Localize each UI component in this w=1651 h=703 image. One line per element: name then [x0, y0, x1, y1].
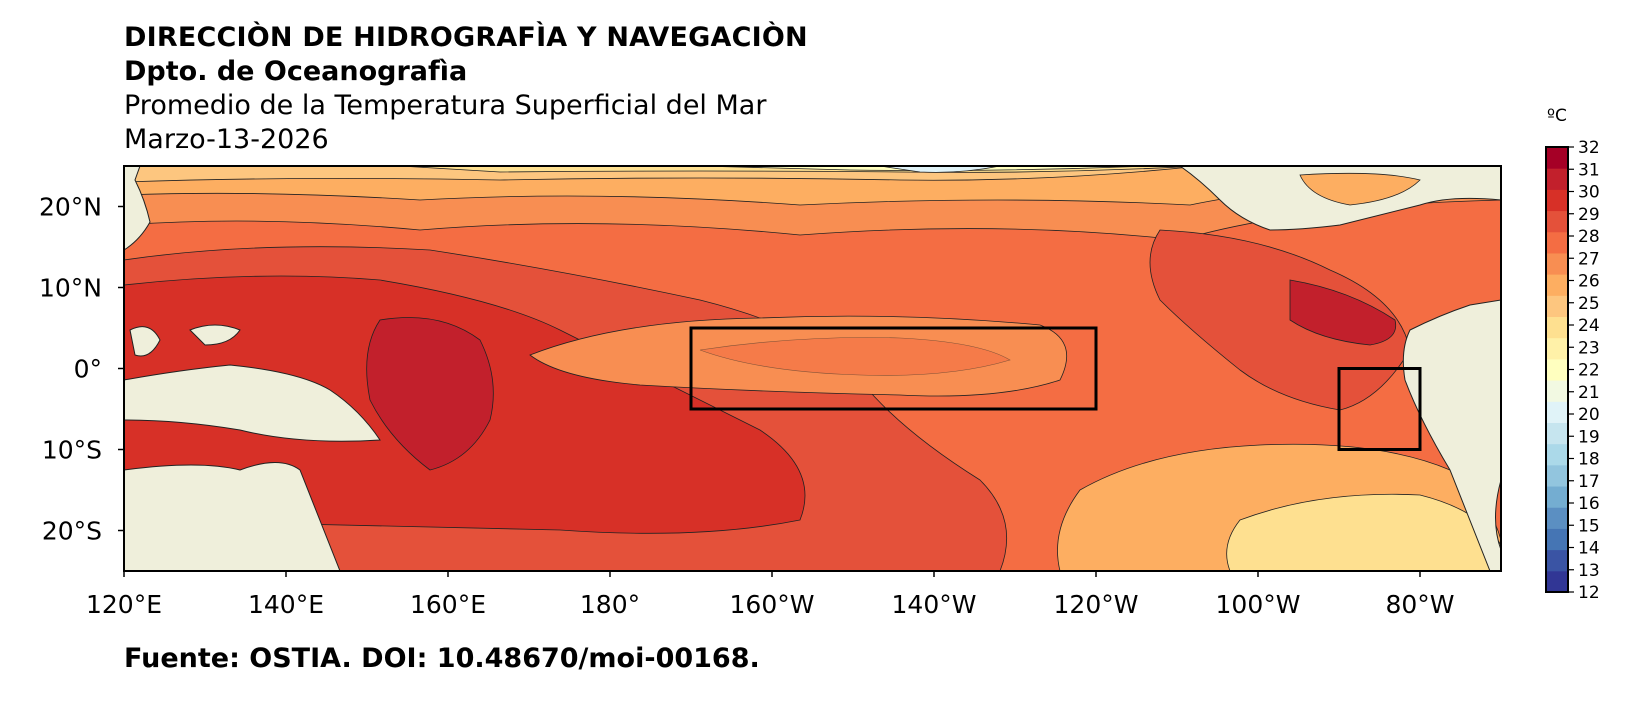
map-title: Promedio de la Temperatura Superficial d… [124, 90, 767, 121]
colorbar-swatch [1546, 147, 1568, 169]
x-tick-label: 140°W [892, 590, 977, 619]
colorbar-swatch [1546, 507, 1568, 529]
x-tick-label: 160°W [730, 590, 815, 619]
colorbar-tick-label: 18 [1578, 450, 1600, 470]
region-boxes [689, 326, 1422, 451]
map-date: Marzo-13-2026 [124, 124, 329, 155]
colorbar-tick-label: 21 [1578, 383, 1600, 403]
colorbar-tick-label: 23 [1578, 338, 1600, 358]
y-tick-label: 10°N [39, 274, 102, 303]
title-block: DIRECCIÒN DE HIDROGRAFÌA Y NAVEGACIÒN Dp… [124, 24, 808, 160]
colorbar-swatch [1546, 401, 1568, 423]
colorbar-tick-label: 12 [1578, 583, 1600, 603]
colorbar-swatch [1546, 422, 1568, 445]
colorbar-swatch [1546, 528, 1568, 551]
colorbar-tick-label: 27 [1578, 249, 1600, 269]
colorbar-tick-label: 16 [1578, 494, 1600, 514]
colorbar-swatch [1546, 210, 1568, 233]
colorbar-swatch [1546, 231, 1568, 254]
colorbar-swatch [1546, 358, 1568, 381]
sst-caribbean [1299, 172, 1421, 206]
colorbar-tick-label: 31 [1578, 160, 1600, 180]
colorbar-tick-label: 15 [1578, 516, 1600, 536]
colorbar-tick-label: 30 [1578, 183, 1600, 203]
x-tick-label: 120°W [1054, 590, 1139, 619]
y-tick-label: 0° [74, 355, 102, 384]
colorbar-tick-label: 29 [1578, 205, 1600, 225]
x-tick-label: 140°E [248, 590, 324, 619]
colorbar-tick-label: 28 [1578, 227, 1600, 247]
colorbar-swatch [1546, 274, 1568, 296]
land-island-2 [129, 326, 161, 357]
department-title: Dpto. de Oceanografìa [124, 56, 468, 87]
sst-east-29 [1149, 229, 1411, 411]
colorbar-swatch [1546, 549, 1568, 572]
y-tick-label: 10°S [42, 436, 102, 465]
source-credit: Fuente: OSTIA. DOI: 10.48670/moi-00168. [124, 643, 760, 674]
colorbar-swatch [1546, 464, 1568, 487]
colorbar-tick-label: 20 [1578, 405, 1600, 425]
sst-se-24 [1226, 493, 1501, 571]
land-island-1 [189, 324, 241, 346]
land-new-guinea [124, 364, 381, 442]
colorbar-tick-label: 17 [1578, 472, 1600, 492]
colorbar-swatch [1546, 486, 1568, 508]
x-tick-label: 100°W [1216, 590, 1301, 619]
axis-ticks: 120°E 140°E 160°E 180° 160°W 140°W 120°W 100°W 8… [39, 193, 1455, 620]
nino-1+2-box [1337, 367, 1422, 451]
nino-3.4-box [689, 326, 1098, 411]
colorbar-swatch [1546, 570, 1568, 593]
colorbar-swatch [1546, 380, 1568, 402]
colorbar-tick-label: 32 [1578, 138, 1600, 158]
agency-title: DIRECCIÒN DE HIDROGRAFÌA Y NAVEGACIÒN [124, 22, 808, 53]
sst-band-31 [366, 317, 494, 471]
y-tick-label: 20°N [39, 193, 102, 222]
colorbar-tick-label: 22 [1578, 361, 1600, 381]
colorbar-tick-label: 14 [1578, 539, 1600, 559]
land-australia [124, 462, 341, 571]
colorbar-swatch [1546, 337, 1568, 360]
colorbar-swatch [1546, 189, 1568, 212]
map-plot-area [124, 166, 1501, 571]
colorbar-swatch [1546, 168, 1568, 190]
land-asia [124, 166, 151, 251]
x-tick-label: 160°E [410, 590, 486, 619]
colorbar-swatch [1546, 443, 1568, 466]
colorbar-unit: ºC [1547, 106, 1567, 126]
colorbar-swatch [1546, 295, 1568, 318]
x-tick-label: 180° [580, 590, 640, 619]
y-tick-label: 20°S [42, 517, 102, 546]
colorbar-tick-label: 19 [1578, 427, 1600, 447]
colorbar-tick-label: 25 [1578, 294, 1600, 314]
x-tick-label: 120°E [86, 590, 162, 619]
x-tick-label: 80°W [1385, 590, 1454, 619]
colorbar-tick-label: 13 [1578, 561, 1600, 581]
colorbar-swatch [1546, 252, 1568, 275]
colorbar-tick-label: 24 [1578, 316, 1600, 336]
sst-cold-tongue-inner [699, 337, 1011, 376]
sst-east-31 [1289, 279, 1397, 346]
colorbar-tick-label: 26 [1578, 272, 1600, 292]
colorbar-swatch [1546, 316, 1568, 339]
land-south-america [1402, 299, 1501, 571]
